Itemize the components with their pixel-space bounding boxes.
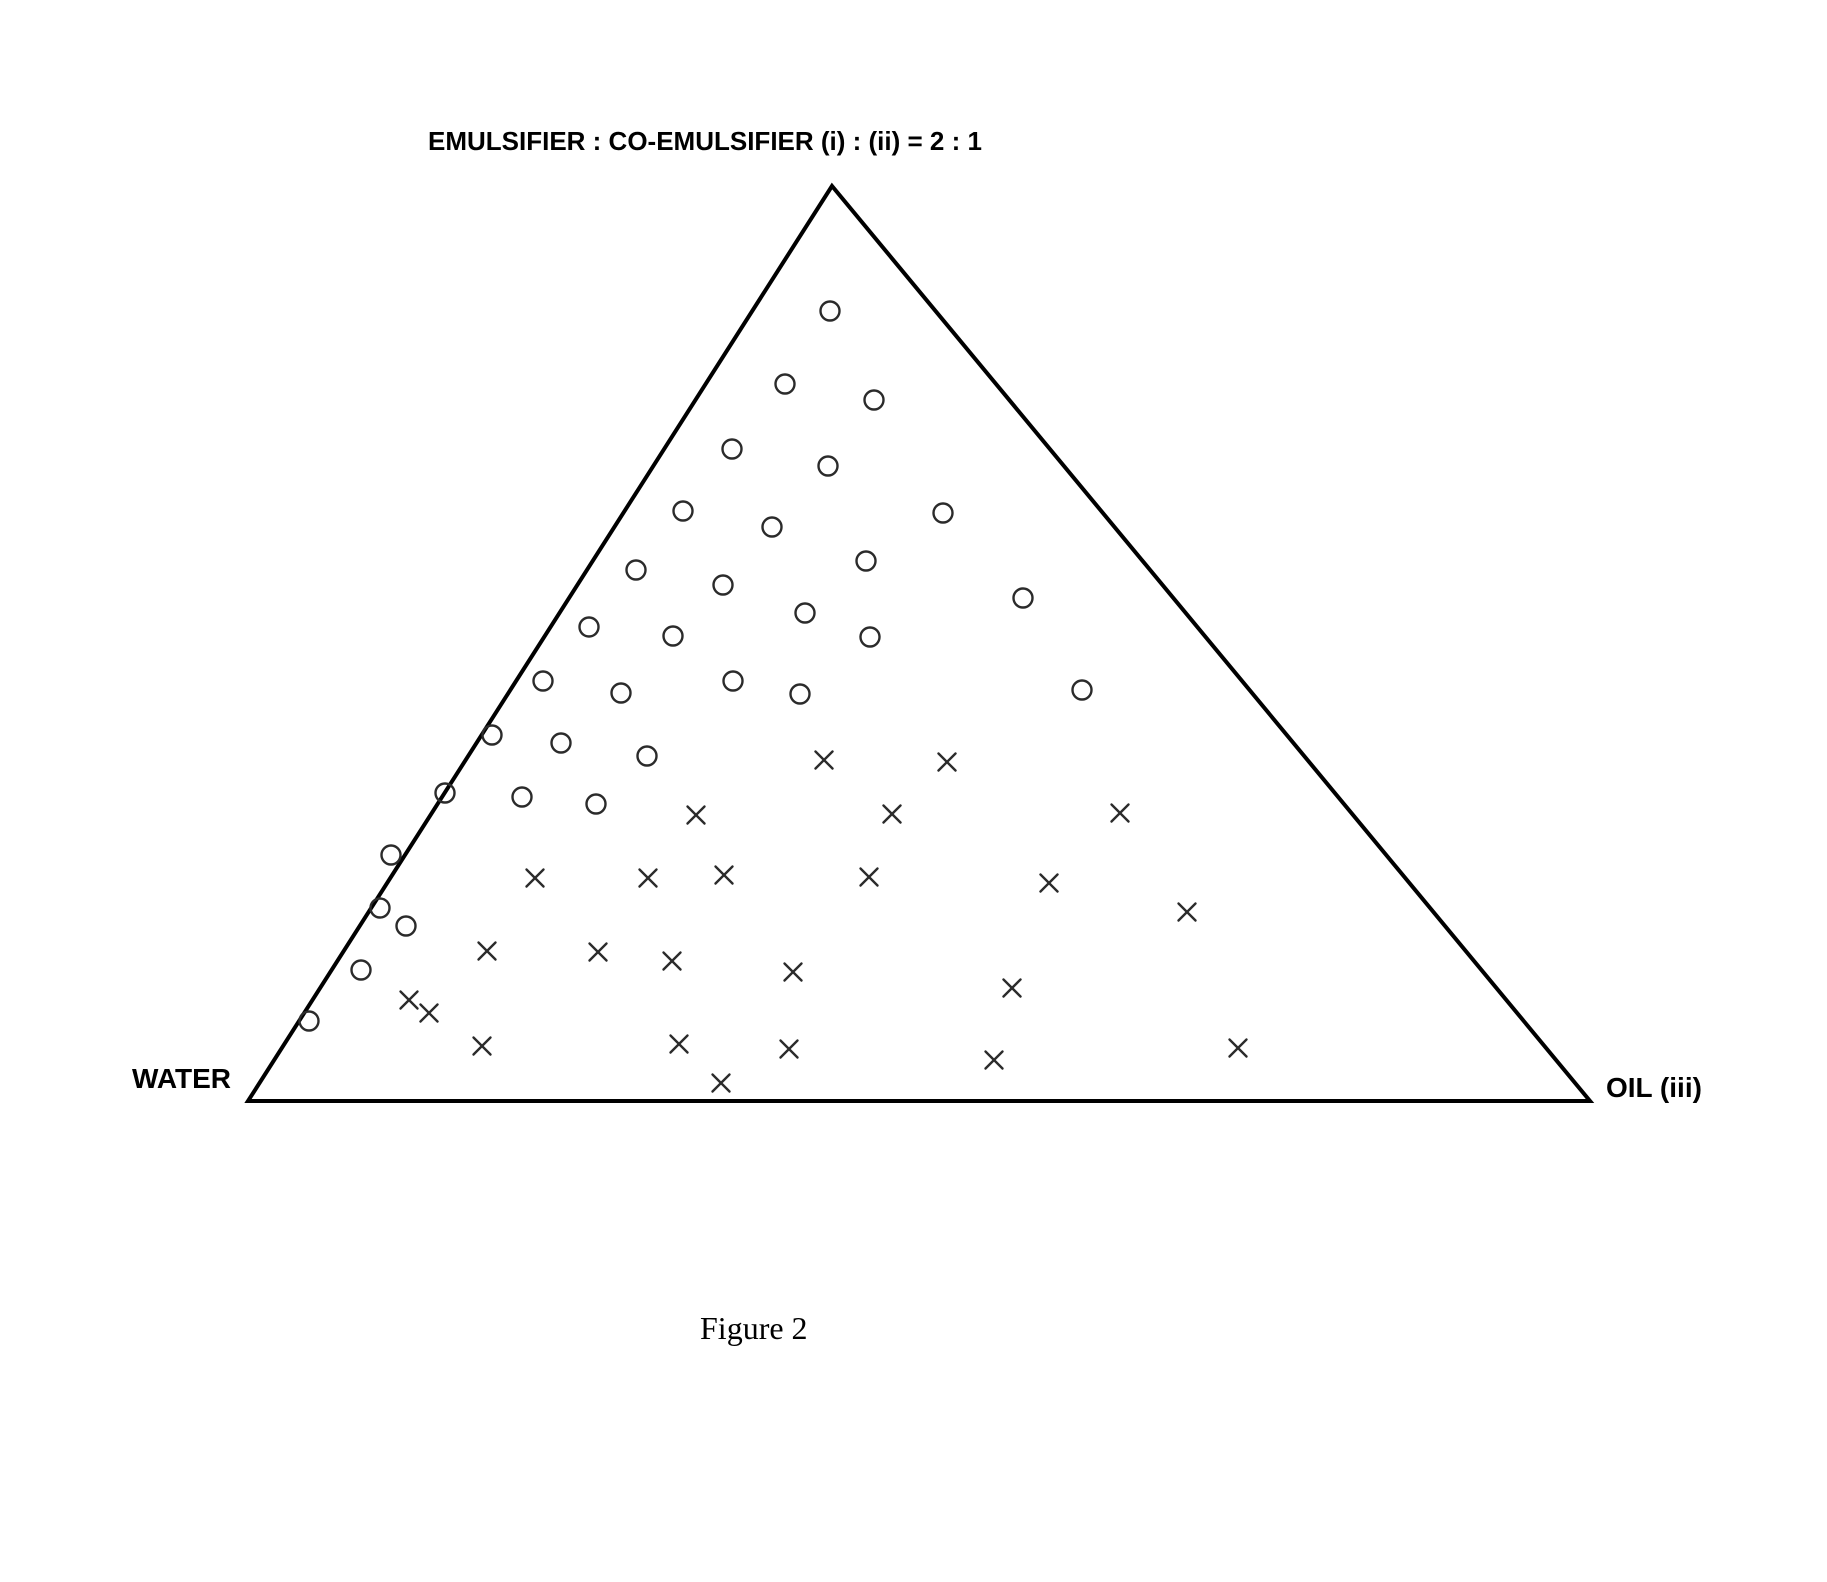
figure-title: EMULSIFIER : CO-EMULSIFIER (i) : (ii) = … [428,126,982,157]
marker-cross [527,870,544,887]
marker-circle [857,552,876,571]
ternary-triangle [248,186,1590,1101]
marker-cross [671,1036,688,1053]
marker-cross [884,806,901,823]
marker-cross [664,953,681,970]
marker-cross [785,964,802,981]
marker-circle [638,747,657,766]
marker-cross [479,943,496,960]
marker-cross [713,1075,730,1092]
marker-circle [397,917,416,936]
marker-cross [590,944,607,961]
marker-circle [534,672,553,691]
marker-circle [1073,681,1092,700]
marker-circle [580,618,599,637]
marker-group-cross [401,752,1247,1092]
marker-circle [627,561,646,580]
marker-cross [1112,805,1129,822]
axis-label-water: WATER [132,1063,231,1095]
marker-circle [382,846,401,865]
marker-circle [552,734,571,753]
marker-circle [352,961,371,980]
marker-cross [401,992,418,1009]
marker-cross [861,869,878,886]
marker-cross [1004,980,1021,997]
figure-caption: Figure 2 [700,1310,808,1347]
marker-circle [612,684,631,703]
marker-group-circle [300,302,1092,1031]
marker-circle [483,726,502,745]
marker-circle [791,685,810,704]
marker-circle [821,302,840,321]
marker-circle [513,788,532,807]
marker-cross [986,1052,1003,1069]
marker-circle [763,518,782,537]
marker-circle [724,672,743,691]
marker-circle [1014,589,1033,608]
marker-circle [714,576,733,595]
marker-circle [934,504,953,523]
ternary-svg [0,0,1827,1582]
marker-cross [474,1038,491,1055]
marker-circle [723,440,742,459]
marker-circle [865,391,884,410]
marker-cross [640,870,657,887]
marker-circle [796,604,815,623]
marker-circle [300,1012,319,1031]
marker-cross [688,807,705,824]
marker-circle [587,795,606,814]
marker-cross [816,752,833,769]
marker-cross [939,754,956,771]
marker-circle [861,628,880,647]
marker-cross [1041,875,1058,892]
marker-circle [819,457,838,476]
marker-cross [716,867,733,884]
marker-circle [674,502,693,521]
marker-cross [1230,1040,1247,1057]
marker-circle [664,627,683,646]
axis-label-oil: OIL (iii) [1606,1072,1702,1104]
marker-cross [1179,904,1196,921]
marker-circle [776,375,795,394]
figure-container: EMULSIFIER : CO-EMULSIFIER (i) : (ii) = … [0,0,1827,1582]
marker-cross [421,1005,438,1022]
marker-cross [781,1041,798,1058]
